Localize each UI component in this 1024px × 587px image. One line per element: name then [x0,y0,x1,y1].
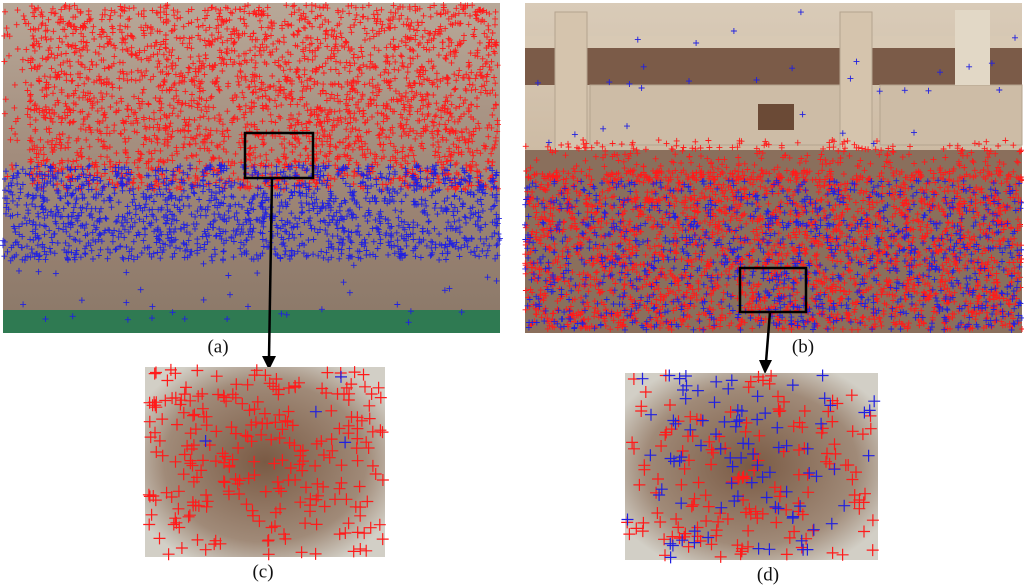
zoom-box [243,131,315,180]
arrow-head [759,360,772,374]
stain [758,104,794,130]
balustrade [589,84,841,146]
keypoints-c [142,363,389,561]
photo-d [625,373,878,560]
keypoint-crosses [621,369,881,564]
keypoint-crosses [1,7,36,180]
keypoint-crosses [199,370,352,449]
keypoint-crosses [0,162,503,263]
panel-label: (b) [792,336,814,357]
panel-a [0,2,503,370]
ground [3,310,500,333]
panel-label: (a) [207,336,228,357]
panel-d [621,369,881,564]
zoom-box [738,266,808,314]
post [554,11,588,153]
keypoint-crosses [534,9,1018,147]
keypoints-a [0,2,503,326]
panel-label: (d) [757,564,779,585]
rail [525,36,1022,48]
keypoint-crosses [7,257,500,326]
arrow-head [262,356,276,370]
keypoint-crosses [142,363,389,561]
arrow [764,311,772,363]
panel-label: (c) [252,561,273,582]
post [955,10,990,85]
panel-b [522,3,1024,374]
keypoint-crosses [621,369,879,563]
keypoints-d [621,369,881,564]
balustrade [879,84,1023,146]
arrow [267,177,274,359]
post [839,11,873,153]
keypoint-crosses [522,177,1024,333]
panel-c [142,363,389,561]
